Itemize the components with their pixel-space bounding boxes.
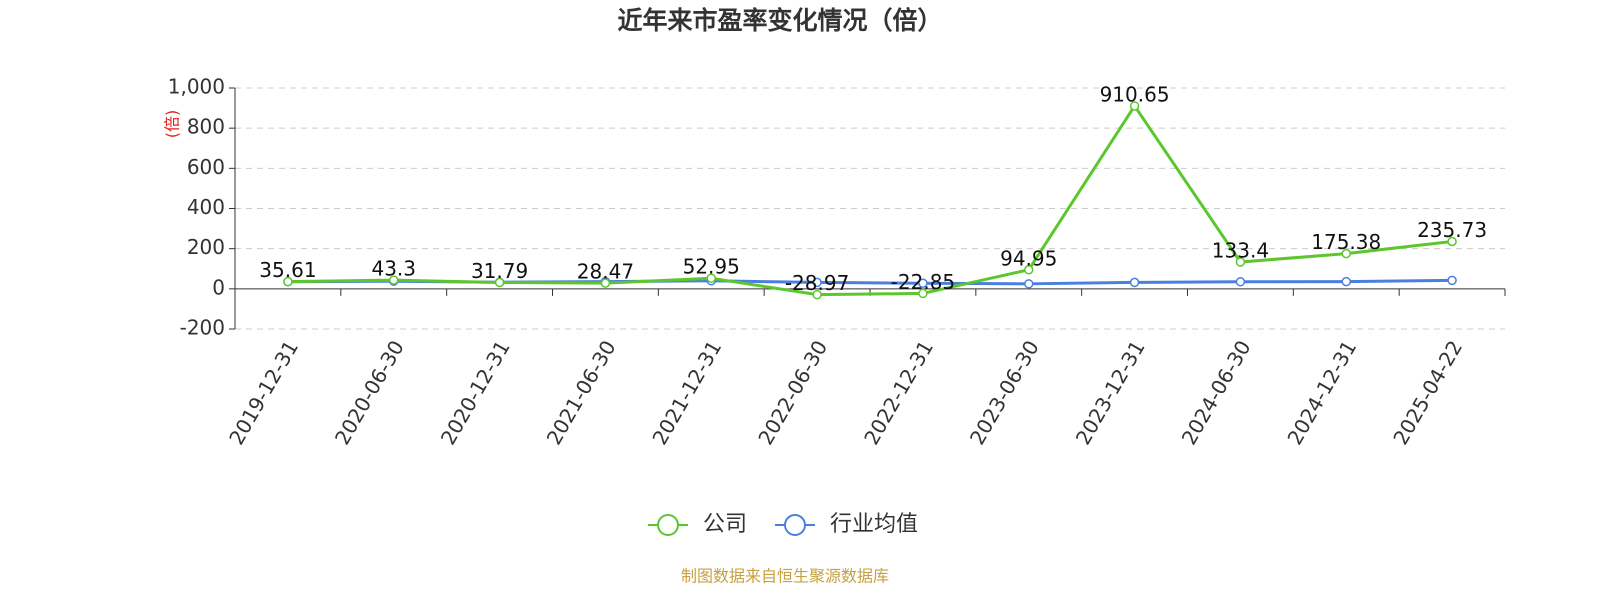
data-label: -22.85 bbox=[891, 270, 955, 294]
data-label: 31.79 bbox=[471, 259, 528, 283]
data-point bbox=[1129, 101, 1140, 111]
data-label: -28.97 bbox=[785, 271, 849, 295]
data-label: 43.3 bbox=[371, 257, 416, 281]
y-tick-label: 1,000 bbox=[168, 75, 225, 99]
data-label: 28.47 bbox=[577, 260, 634, 284]
data-point bbox=[1235, 277, 1246, 287]
data-label: 52.95 bbox=[683, 255, 740, 279]
series-line bbox=[287, 103, 1453, 297]
data-point bbox=[706, 273, 716, 283]
legend-label[interactable]: 公司 bbox=[703, 512, 747, 537]
data-label: 910.65 bbox=[1100, 82, 1170, 106]
x-tick-label: 2022-06-30 bbox=[753, 336, 832, 449]
chart-title: 近年来市盈率变化情况（倍） bbox=[617, 6, 942, 35]
x-tick-label: 2023-06-30 bbox=[965, 336, 1044, 449]
data-point bbox=[494, 277, 505, 288]
x-tick-label: 2022-12-31 bbox=[859, 336, 938, 449]
data-label: 235.73 bbox=[1417, 218, 1487, 242]
x-tick-label: 2024-06-30 bbox=[1177, 336, 1256, 449]
data-point bbox=[812, 277, 822, 288]
data-point bbox=[1447, 236, 1457, 247]
x-tick-label: 2024-12-31 bbox=[1282, 336, 1361, 449]
y-tick-label: 400 bbox=[187, 195, 225, 219]
data-point bbox=[1129, 277, 1140, 288]
data-label: 133.4 bbox=[1212, 239, 1269, 263]
data-point bbox=[918, 278, 928, 288]
x-tick-label: 2021-06-30 bbox=[542, 336, 621, 449]
source-note: 制图数据来自恒生聚源数据库 bbox=[681, 567, 889, 586]
data-point bbox=[389, 275, 399, 285]
x-tick-label: 2021-12-31 bbox=[647, 336, 726, 449]
data-point bbox=[1024, 279, 1034, 289]
data-point bbox=[1024, 265, 1034, 275]
data-label: 175.38 bbox=[1311, 230, 1381, 254]
y-tick-label: 0 bbox=[212, 275, 225, 299]
data-point bbox=[918, 288, 928, 299]
legend-marker bbox=[784, 514, 806, 536]
legend-label[interactable]: 行业均值 bbox=[830, 512, 918, 537]
data-point bbox=[600, 278, 611, 288]
data-label: 94.95 bbox=[1000, 246, 1057, 270]
legend-marker bbox=[657, 514, 679, 536]
x-tick-label: 2020-12-31 bbox=[436, 336, 515, 449]
x-tick-label: 2025-04-22 bbox=[1388, 336, 1467, 449]
y-axis-label: (倍) bbox=[163, 110, 182, 139]
data-point bbox=[283, 276, 293, 287]
y-tick-label: 600 bbox=[187, 155, 225, 179]
data-point bbox=[812, 289, 822, 300]
y-tick-label: -200 bbox=[180, 316, 225, 340]
data-label: 35.61 bbox=[259, 258, 316, 282]
data-point bbox=[1235, 257, 1246, 267]
data-point bbox=[1341, 248, 1351, 259]
x-tick-label: 2019-12-31 bbox=[224, 336, 303, 449]
data-point bbox=[1341, 276, 1351, 287]
y-tick-label: 800 bbox=[187, 115, 225, 139]
x-tick-label: 2020-06-30 bbox=[330, 336, 409, 449]
x-tick-label: 2023-12-31 bbox=[1071, 336, 1150, 449]
data-point bbox=[1447, 275, 1457, 286]
y-tick-label: 200 bbox=[187, 235, 225, 259]
